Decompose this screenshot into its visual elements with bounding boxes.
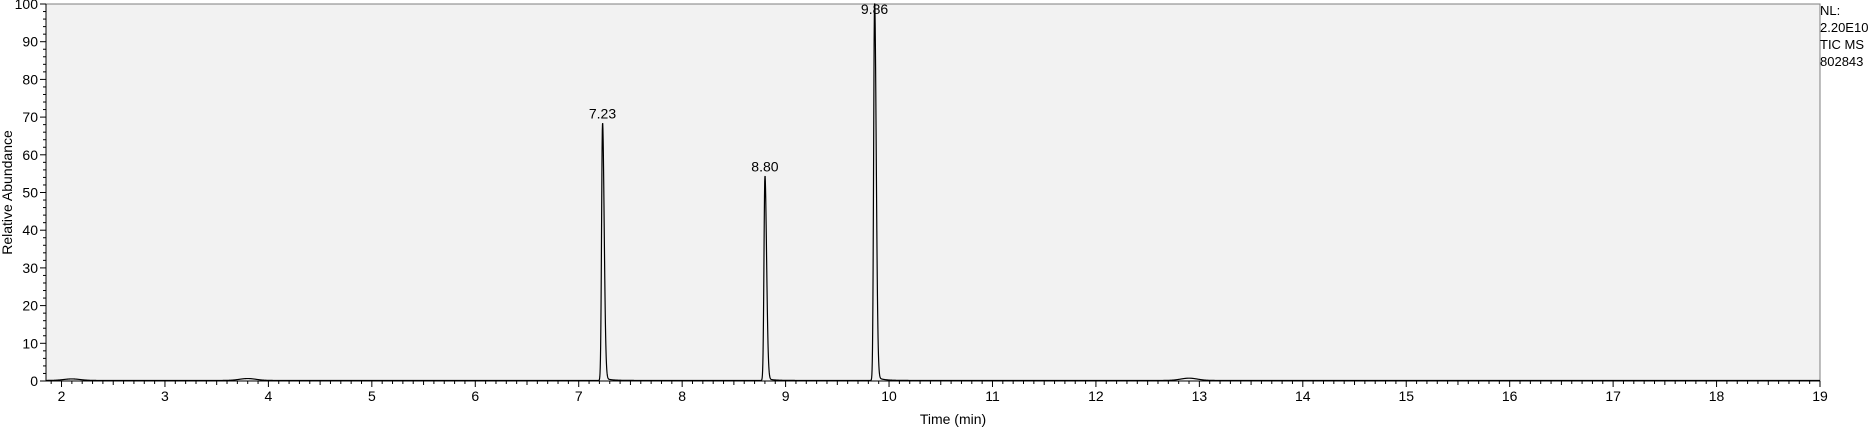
scan-filter: TIC MS — [1820, 37, 1865, 52]
axes: 2 3 4 5 6 7 8 9 10 11 12 13 14 15 16 17 18 19 0 10 20 30 40 50 6… — [15, 0, 1828, 404]
y-tick-label: 20 — [22, 298, 38, 314]
x-tick-label: 11 — [985, 388, 1000, 404]
x-tick-label: 13 — [1192, 388, 1208, 404]
trace-layer — [46, 3, 1820, 382]
peak-label-layer: 7.23 8.80 9.86 — [589, 1, 889, 174]
sample-id: 802843 — [1820, 54, 1864, 69]
x-tick-label: 15 — [1398, 388, 1414, 404]
x-tick-label: 18 — [1709, 388, 1725, 404]
x-tick-label: 5 — [368, 388, 376, 404]
peak-label: 8.80 — [751, 158, 778, 174]
peak-label: 9.86 — [861, 1, 888, 17]
y-tick-label: 70 — [22, 109, 38, 125]
nl-label: NL: — [1820, 3, 1841, 18]
y-tick-label: 10 — [22, 335, 38, 351]
x-tick-label: 3 — [161, 388, 169, 404]
x-tick-label: 16 — [1502, 388, 1518, 404]
y-tick-label: 30 — [22, 260, 38, 276]
y-tick-label: 100 — [15, 0, 39, 12]
nl-value: 2.20E10 — [1820, 20, 1869, 35]
y-tick-label: 80 — [22, 71, 38, 87]
peak-label: 7.23 — [589, 106, 616, 122]
x-axis-label: Time (min) — [920, 411, 986, 427]
x-tick-label: 14 — [1295, 388, 1311, 404]
x-tick-label: 10 — [881, 388, 897, 404]
x-tick-label: 9 — [782, 388, 790, 404]
x-tick-label: 8 — [678, 388, 686, 404]
y-tick-label: 60 — [22, 147, 38, 163]
y-axis-label: Relative Abundance — [0, 130, 15, 255]
x-tick-label: 6 — [471, 388, 479, 404]
tic-trace — [46, 3, 1820, 382]
y-tick-label: 90 — [22, 34, 38, 50]
plot-area — [45, 3, 1821, 382]
x-tick-label: 7 — [575, 388, 583, 404]
x-tick-label: 12 — [1088, 388, 1104, 404]
y-tick-label: 50 — [22, 185, 38, 201]
x-tick-label: 19 — [1812, 388, 1828, 404]
y-tick-label: 0 — [30, 373, 38, 389]
x-tick-label: 17 — [1605, 388, 1621, 404]
x-tick-label: 4 — [264, 388, 272, 404]
y-tick-label: 40 — [22, 222, 38, 238]
x-tick-label: 2 — [58, 388, 66, 404]
